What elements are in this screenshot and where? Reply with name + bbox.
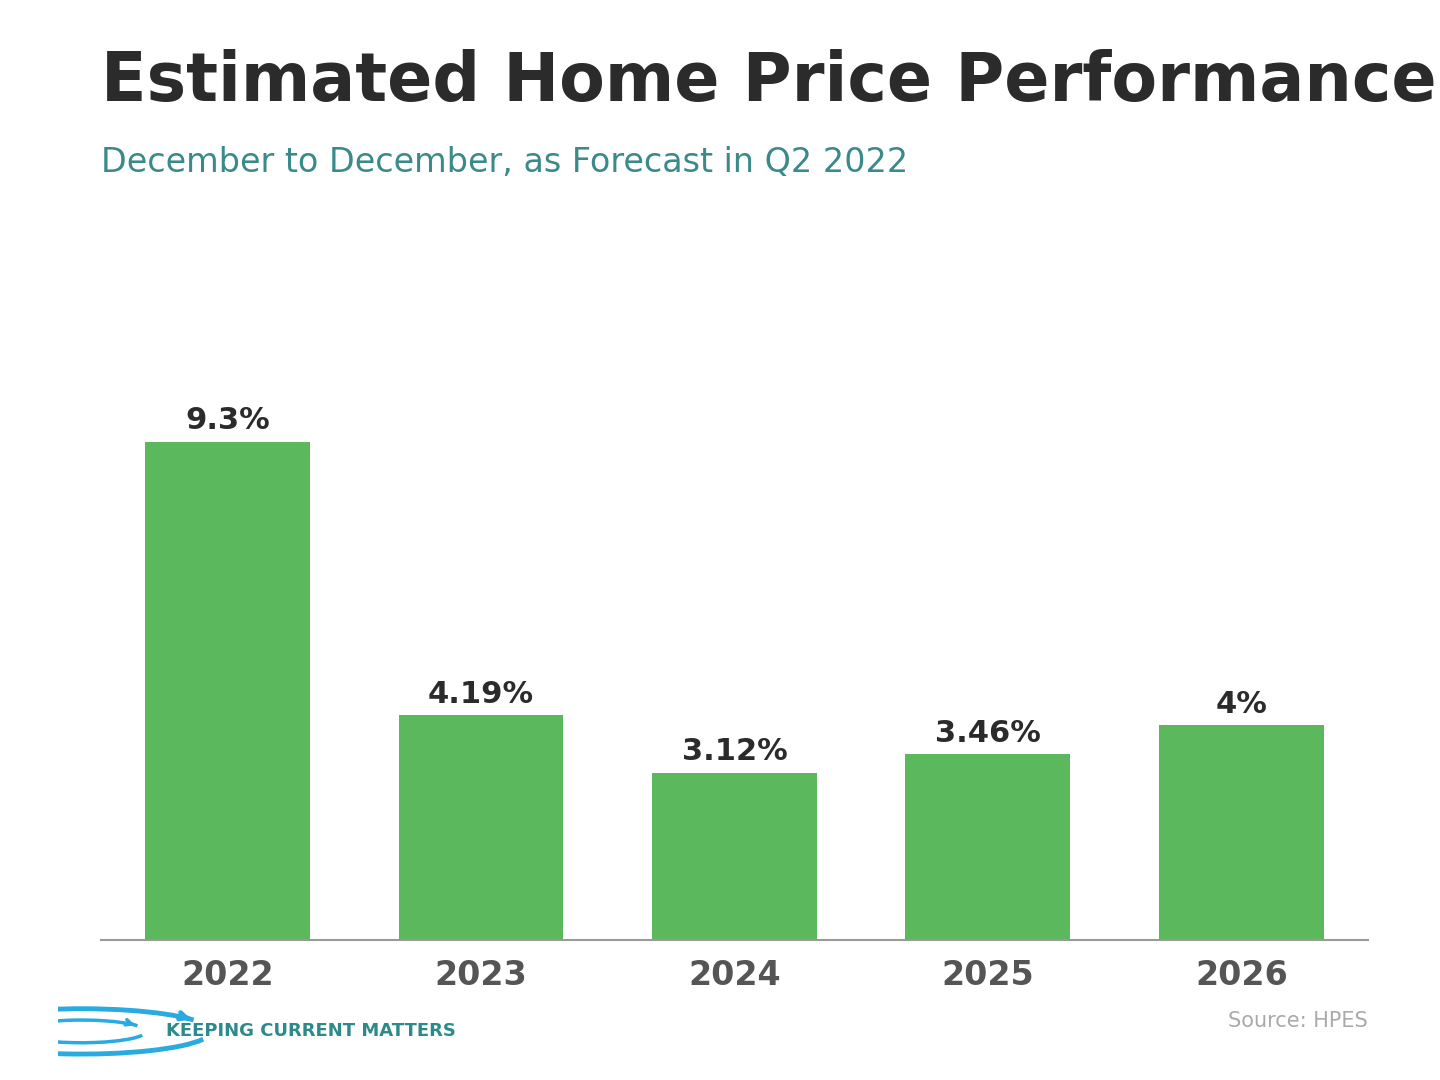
Text: 3.12%: 3.12% [681, 738, 788, 766]
Text: KEEPING CURRENT MATTERS: KEEPING CURRENT MATTERS [166, 1023, 455, 1040]
Bar [906, 755, 1070, 940]
Bar [145, 442, 310, 940]
Text: December to December, as Forecast in Q2 2022: December to December, as Forecast in Q2 … [101, 146, 909, 179]
Text: 4%: 4% [1215, 690, 1267, 719]
Text: 4.19%: 4.19% [428, 680, 534, 708]
Text: Estimated Home Price Performance: Estimated Home Price Performance [101, 49, 1437, 114]
Bar [652, 772, 816, 940]
Bar [1159, 726, 1323, 940]
Text: 9.3%: 9.3% [186, 406, 269, 435]
Bar [399, 715, 563, 940]
Text: 3.46%: 3.46% [935, 719, 1041, 748]
Text: Source: HPES: Source: HPES [1228, 1011, 1368, 1031]
